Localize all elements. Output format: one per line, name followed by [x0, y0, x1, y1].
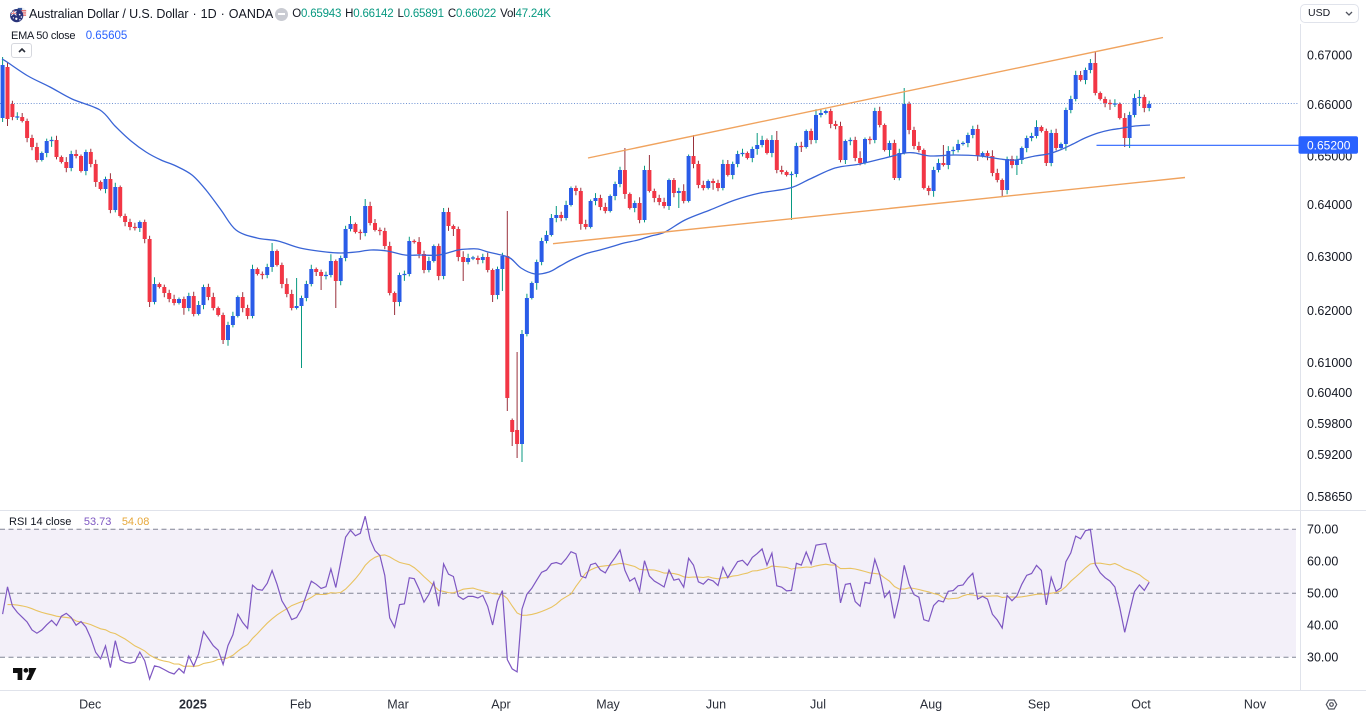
svg-text:Mar: Mar	[387, 698, 409, 712]
svg-text:Aug: Aug	[920, 698, 942, 712]
svg-text:0.67000: 0.67000	[1307, 49, 1352, 63]
svg-text:Apr: Apr	[491, 698, 510, 712]
svg-text:Sep: Sep	[1028, 698, 1050, 712]
svg-text:Dec: Dec	[79, 698, 101, 712]
svg-text:2025: 2025	[179, 698, 207, 712]
svg-text:70.00: 70.00	[1307, 523, 1338, 537]
svg-text:0.61000: 0.61000	[1307, 356, 1352, 370]
svg-text:0.65200: 0.65200	[1307, 138, 1351, 152]
svg-text:0.62000: 0.62000	[1307, 304, 1352, 318]
svg-text:Jun: Jun	[706, 698, 726, 712]
svg-text:0.60400: 0.60400	[1307, 386, 1352, 400]
svg-text:Nov: Nov	[1244, 698, 1267, 712]
svg-text:Jul: Jul	[810, 698, 826, 712]
svg-text:0.59800: 0.59800	[1307, 417, 1352, 431]
svg-text:0.63000: 0.63000	[1307, 250, 1352, 264]
svg-text:Feb: Feb	[290, 698, 312, 712]
svg-text:0.66000: 0.66000	[1307, 98, 1352, 112]
svg-text:50.00: 50.00	[1307, 587, 1338, 601]
svg-text:Oct: Oct	[1131, 698, 1151, 712]
svg-text:30.00: 30.00	[1307, 651, 1338, 665]
svg-text:0.64000: 0.64000	[1307, 198, 1352, 212]
svg-text:40.00: 40.00	[1307, 619, 1338, 633]
svg-text:0.58650: 0.58650	[1307, 490, 1352, 504]
svg-text:60.00: 60.00	[1307, 555, 1338, 569]
svg-text:May: May	[596, 698, 620, 712]
svg-text:0.59200: 0.59200	[1307, 448, 1352, 462]
